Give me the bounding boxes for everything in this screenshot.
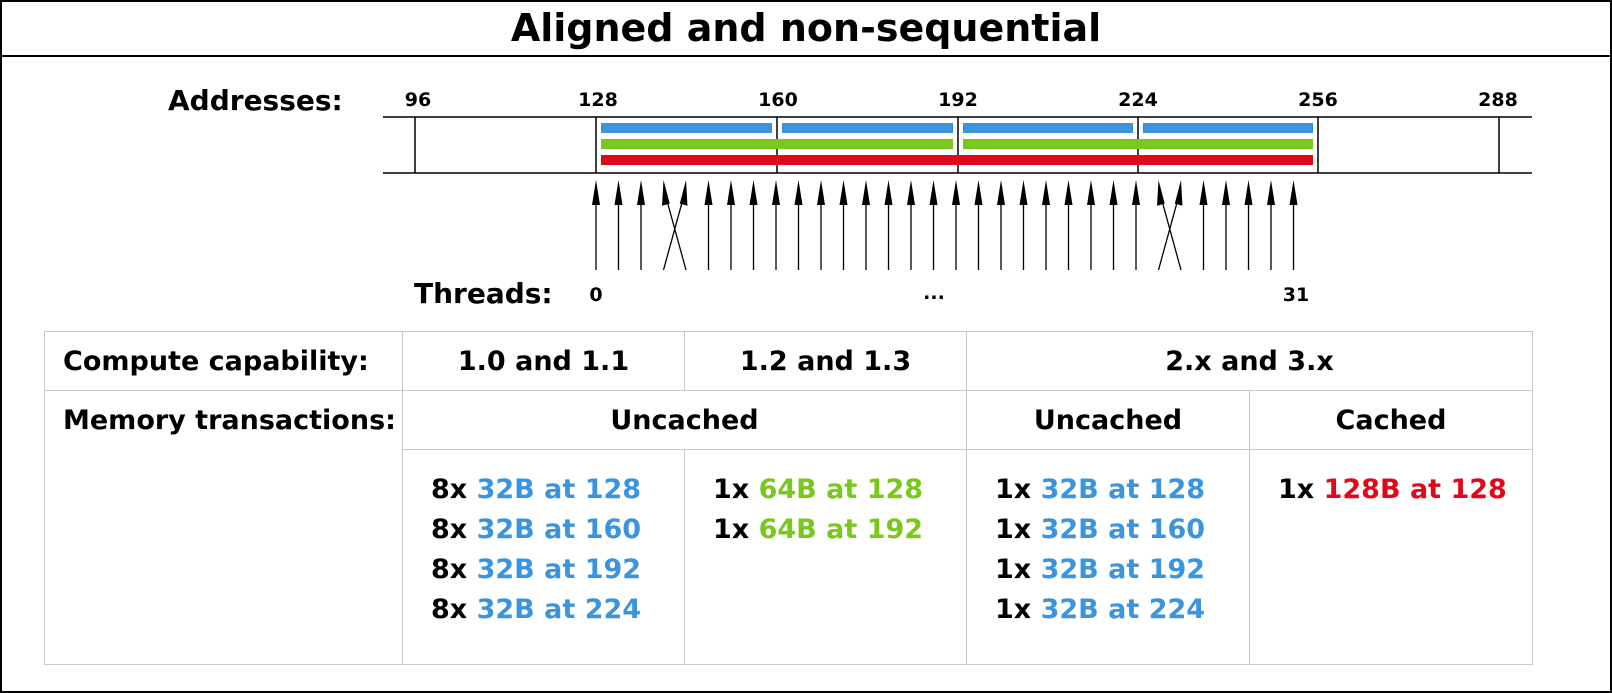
transaction-row: 1x 32B at 192	[995, 554, 1206, 585]
address-tick-label: 96	[404, 89, 432, 111]
transactions-cc-2-x-uncached: 1x 32B at 128 1x 32B at 160 1x 32B at 19…	[966, 449, 1250, 665]
arrow-head	[1019, 180, 1028, 205]
arrow-head	[884, 180, 893, 205]
cc-2-x-cell: 2.x and 3.x	[966, 331, 1533, 391]
address-tick-label: 224	[1118, 89, 1158, 111]
transaction-row: 8x 32B at 192	[431, 554, 642, 585]
segment-64b	[963, 139, 1313, 149]
transaction-row: 1x 128B at 128	[1278, 474, 1507, 505]
arrow-head	[614, 180, 623, 205]
arrow-head	[662, 180, 670, 206]
arrow-head	[1244, 180, 1253, 205]
arrow-head	[1199, 180, 1208, 205]
address-tick-label: 192	[938, 89, 978, 111]
transaction-row: 8x 32B at 160	[431, 514, 642, 545]
transaction-row: 1x 32B at 128	[995, 474, 1206, 505]
address-tick-label: 128	[578, 89, 618, 111]
thread-label-first: 0	[589, 284, 603, 306]
arrow-head	[679, 180, 688, 206]
arrow-head	[862, 180, 870, 205]
arrow-head	[1109, 180, 1118, 205]
memory-transactions-header: Memory transactions:	[44, 390, 403, 665]
arrow-head	[727, 180, 735, 205]
arrow-head	[952, 180, 960, 205]
arrow-head	[794, 180, 803, 205]
transactions-cc-1-2: 1x 64B at 128 1x 64B at 192	[684, 449, 967, 665]
arrow-head	[817, 180, 825, 205]
arrow-head	[749, 180, 758, 205]
arrow-head	[907, 180, 915, 205]
transaction-row: 1x 32B at 160	[995, 514, 1206, 545]
uncached-header: Uncached	[402, 390, 967, 450]
uncached-header: Uncached	[966, 390, 1250, 450]
arrow-head	[1222, 180, 1230, 205]
arrow-head	[1289, 180, 1298, 205]
cached-header: Cached	[1249, 390, 1533, 450]
address-tick-label: 288	[1478, 89, 1518, 111]
arrow-head	[1267, 180, 1275, 205]
arrow-head	[974, 180, 983, 205]
transaction-row: 8x 32B at 128	[431, 474, 642, 505]
arrow-head	[1132, 180, 1140, 205]
arrow-head	[704, 180, 713, 205]
arrow-head	[1042, 180, 1050, 205]
thread-label-last: 31	[1282, 284, 1310, 306]
arrow-head	[929, 180, 938, 205]
transaction-row: 8x 32B at 224	[431, 594, 642, 625]
diagram-title: Aligned and non-sequential	[510, 6, 1102, 50]
address-tick-label: 256	[1298, 89, 1338, 111]
arrow-head	[592, 180, 600, 205]
segment-64b	[601, 139, 953, 149]
segment-32b	[963, 123, 1133, 133]
transactions-cc-1-0: 8x 32B at 128 8x 32B at 160 8x 32B at 19…	[402, 449, 685, 665]
arrow-head	[1087, 180, 1095, 205]
address-tick-label: 160	[758, 89, 798, 111]
compute-capability-header: Compute capability:	[44, 331, 403, 391]
cc-1-0-cell: 1.0 and 1.1	[402, 331, 685, 391]
transaction-segments	[601, 123, 1313, 165]
compute-capability-table: Compute capability: 1.0 and 1.1 1.2 and …	[44, 331, 1533, 665]
thread-arrows	[592, 180, 1298, 271]
arrow-head	[637, 180, 645, 205]
transaction-row: 1x 32B at 224	[995, 594, 1206, 625]
arrow-head	[1064, 180, 1073, 205]
segment-32b	[601, 123, 772, 133]
segment-32b	[1143, 123, 1313, 133]
arrow-head	[772, 180, 780, 205]
segment-128b	[601, 155, 1313, 165]
thread-label-middle: ...	[923, 282, 945, 304]
arrow-head	[1157, 180, 1165, 206]
transactions-cc-2-x-cached: 1x 128B at 128	[1249, 449, 1533, 665]
transaction-row: 1x 64B at 128	[713, 474, 924, 505]
addresses-label: Addresses:	[168, 84, 343, 117]
cc-1-2-cell: 1.2 and 1.3	[684, 331, 967, 391]
arrow-head	[997, 180, 1005, 205]
transaction-row: 1x 64B at 192	[713, 514, 924, 545]
arrow-head	[839, 180, 848, 205]
segment-32b	[782, 123, 953, 133]
threads-label: Threads:	[414, 277, 553, 310]
arrow-head	[1174, 180, 1183, 206]
